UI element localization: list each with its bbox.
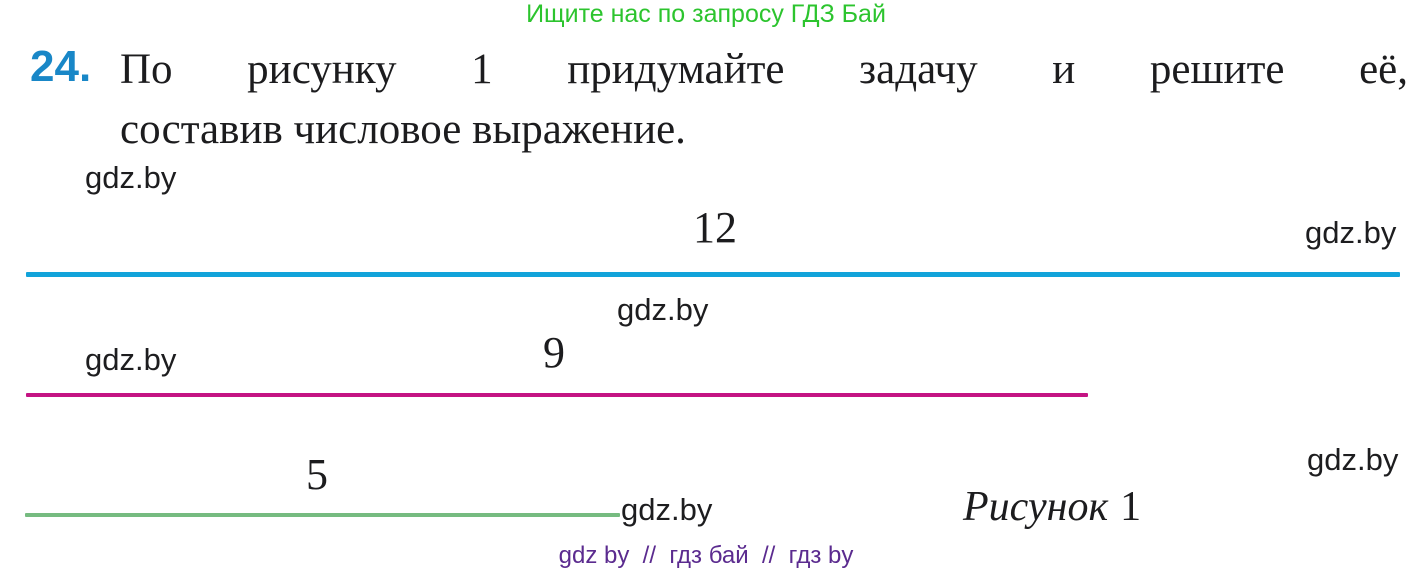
- problem-text-line1: По рисунку 1 придумайте задачу и решите …: [120, 46, 1408, 93]
- watermark-gdzby: gdz.by: [617, 292, 709, 327]
- footer-seo-tags: gdz by // гдз бай // гдз by: [558, 542, 854, 569]
- segment-label-12: 12: [693, 203, 737, 252]
- segment-bar-12: [26, 272, 1400, 277]
- figure-caption: Рисунок 1: [963, 483, 1141, 531]
- segment-bar-5: [25, 513, 620, 517]
- problem-text-line2: составив числовое выражение.: [120, 106, 686, 153]
- watermark-gdzby: gdz.by: [621, 492, 713, 527]
- segment-label-9: 9: [543, 328, 565, 377]
- problem-block: 24. По рисунку 1 придумайте задачу и реш…: [30, 40, 1408, 160]
- watermark-gdzby: gdz.by: [1307, 442, 1399, 477]
- figure-caption-number: 1: [1120, 484, 1142, 530]
- figure-caption-word: Рисунок: [963, 484, 1109, 530]
- watermark-gdzby: gdz.by: [85, 342, 177, 377]
- watermark-gdzby: gdz.by: [85, 160, 177, 195]
- watermark-gdzby: gdz.by: [1305, 215, 1397, 250]
- segment-label-5: 5: [306, 450, 328, 499]
- segment-bar-9: [26, 393, 1088, 397]
- promo-banner-text: Ищите нас по запросу ГДЗ Бай: [526, 0, 886, 28]
- problem-text: По рисунку 1 придумайте задачу и решите …: [120, 40, 1408, 160]
- problem-number: 24.: [30, 42, 92, 91]
